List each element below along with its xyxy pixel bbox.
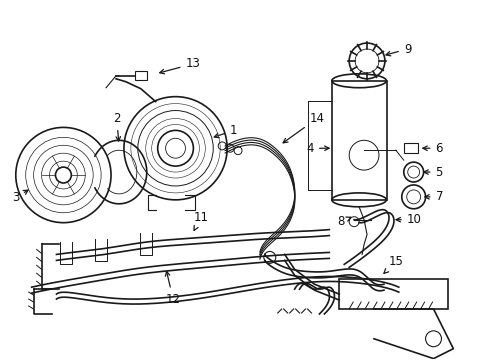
Text: 8: 8 [337, 215, 350, 228]
Text: 11: 11 [193, 211, 208, 230]
Text: 4: 4 [306, 142, 328, 155]
Text: 2: 2 [113, 112, 120, 141]
Text: 9: 9 [385, 42, 410, 56]
Text: 1: 1 [214, 124, 237, 138]
Text: 15: 15 [383, 255, 403, 273]
Bar [135, 71, 146, 80]
Bar [332, 81, 386, 200]
Bar [339, 279, 447, 309]
Text: 12: 12 [165, 271, 180, 306]
Text: 3: 3 [12, 190, 28, 204]
Bar [403, 143, 417, 153]
Text: 5: 5 [423, 166, 442, 179]
Text: 13: 13 [160, 57, 200, 74]
Text: 6: 6 [422, 142, 442, 155]
Text: 10: 10 [395, 213, 421, 226]
Text: 7: 7 [424, 190, 442, 203]
Text: 14: 14 [283, 112, 324, 143]
